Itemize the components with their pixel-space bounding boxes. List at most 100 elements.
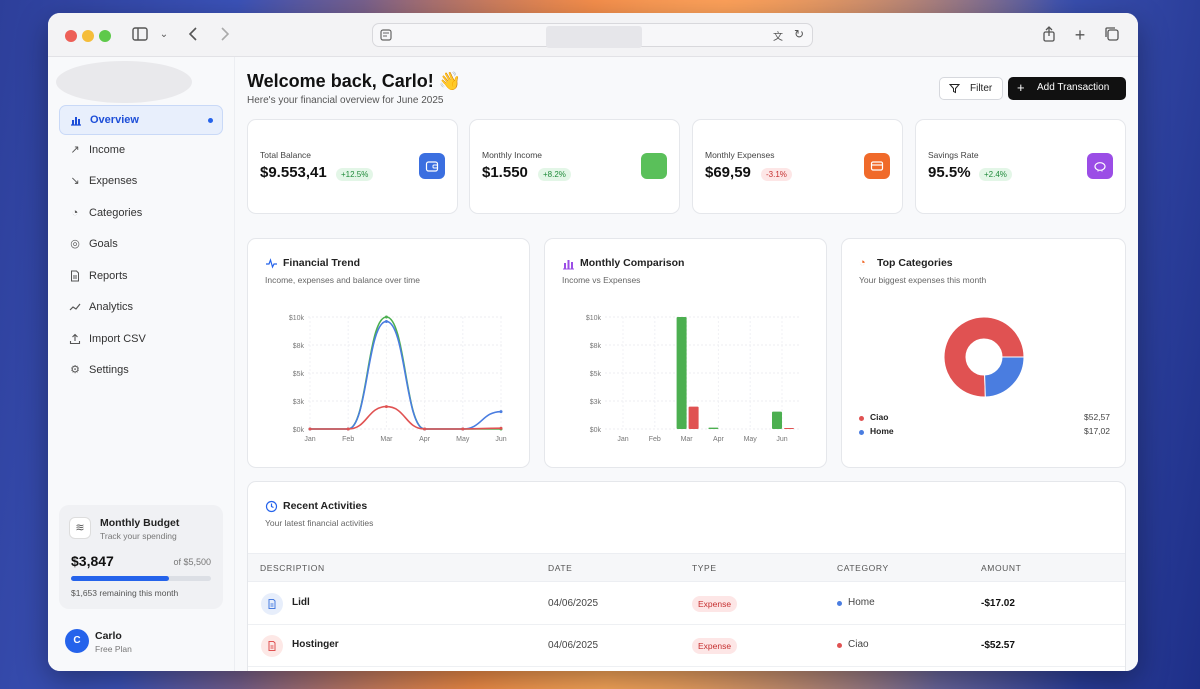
clock-icon — [265, 500, 278, 513]
y-tick-label: $3k — [293, 399, 305, 406]
row-type-badge: Expense — [692, 596, 738, 612]
sidebar-item-expenses[interactable]: ↘ Expenses — [59, 167, 223, 197]
x-tick-label: Jan — [304, 436, 315, 443]
forward-icon[interactable] — [214, 25, 234, 45]
chevron-down-icon[interactable]: ⌄ — [159, 29, 169, 40]
main-content: Welcome back, Carlo! 👋 Here's your finan… — [235, 57, 1138, 671]
data-point — [461, 427, 465, 431]
column-header-date[interactable]: DATE — [548, 563, 573, 573]
add-transaction-button[interactable]: + Add Transaction — [1008, 77, 1126, 100]
x-tick-label: Feb — [342, 436, 354, 443]
stat-value: $69,59 — [705, 164, 751, 181]
new-tab-icon[interactable]: + — [1074, 25, 1086, 45]
column-header-type[interactable]: TYPE — [692, 563, 717, 573]
x-tick-label: Jun — [495, 436, 506, 443]
sidebar-item-import-csv[interactable]: Import CSV — [59, 325, 223, 355]
sidebar-item-goals[interactable]: ◎ Goals — [59, 230, 223, 260]
sidebar-item-label: Goals — [89, 238, 118, 250]
x-tick-label: Mar — [380, 436, 393, 443]
x-tick-label: Apr — [419, 436, 431, 443]
stat-value: $9.553,41 — [260, 164, 327, 181]
tab-overview-icon[interactable] — [1102, 25, 1122, 45]
budget-title: Monthly Budget — [100, 517, 180, 529]
filter-label: Filter — [970, 83, 993, 94]
avatar: C — [65, 629, 89, 653]
sidebar-item-label: Categories — [89, 207, 143, 219]
document-icon — [69, 270, 81, 282]
reload-icon[interactable]: ↻ — [794, 27, 805, 41]
stat-label: Total Balance — [260, 150, 312, 160]
series-line-1 — [309, 320, 502, 430]
bar — [708, 427, 719, 429]
bar — [784, 428, 794, 429]
stat-value: 95.5% — [928, 164, 971, 181]
filter-icon — [948, 83, 961, 97]
panel-subtitle: Income vs Expenses — [562, 275, 641, 285]
page-menu-icon[interactable] — [379, 28, 393, 47]
row-category: Ciao — [848, 639, 869, 650]
pie-slice-home — [984, 356, 1025, 398]
sidebar-item-income[interactable]: ↗ Income — [59, 136, 223, 166]
stat-label: Monthly Income — [482, 150, 542, 160]
sidebar-item-overview[interactable]: Overview — [59, 105, 223, 135]
data-point — [384, 319, 388, 323]
budget-total: of $5,500 — [173, 557, 211, 567]
income-icon — [641, 153, 667, 179]
sidebar-toggle-icon[interactable] — [130, 25, 150, 45]
close-window-button[interactable] — [65, 30, 77, 42]
filter-button[interactable]: Filter — [939, 77, 1003, 100]
translate-icon[interactable]: 文 — [773, 32, 783, 43]
zoom-window-button[interactable] — [99, 30, 111, 42]
sidebar-item-label: Settings — [89, 364, 129, 376]
sidebar-item-categories[interactable]: ◔ Categories — [59, 199, 223, 229]
arrow-down-right-icon: ↘ — [70, 175, 80, 187]
sidebar-item-label: Expenses — [89, 175, 138, 187]
category-dot — [837, 643, 842, 648]
stat-change-badge: +8.2% — [538, 168, 571, 181]
x-tick-label: Jan — [617, 436, 628, 443]
panel-title: Monthly Comparison — [580, 257, 685, 269]
address-bar[interactable]: 文 ↻ — [372, 23, 813, 48]
sidebar-item-label: Overview — [90, 114, 139, 126]
legend-label: Ciao — [870, 412, 889, 422]
legend-item-home: Home $17,02 — [859, 426, 1110, 440]
table-row-partial[interactable] — [248, 667, 1125, 671]
sidebar-item-settings[interactable]: ⚙ Settings — [59, 356, 223, 386]
x-tick-label: May — [744, 436, 758, 443]
x-tick-label: Feb — [649, 436, 661, 443]
bar — [688, 406, 699, 429]
y-tick-label: $8k — [293, 343, 305, 350]
y-tick-label: $10k — [289, 315, 305, 322]
pie-slice-ciao — [943, 316, 1025, 398]
page-subtitle: Here's your financial overview for June … — [247, 95, 444, 106]
sidebar-item-analytics[interactable]: Analytics — [59, 293, 223, 323]
sidebar-item-reports[interactable]: Reports — [59, 262, 223, 292]
budget-amount: $3,847 — [71, 553, 114, 569]
top-categories-panel: ◔ Top Categories Your biggest expenses t… — [841, 238, 1126, 468]
monthly-comparison-panel: Monthly Comparison Income vs Expenses $0… — [544, 238, 827, 468]
column-header-amount[interactable]: AMOUNT — [981, 563, 1022, 573]
activity-icon — [265, 257, 278, 270]
table-row[interactable]: Hostinger 04/06/2025 Expense Ciao -$52.5… — [248, 625, 1125, 667]
row-description: Hostinger — [292, 639, 339, 650]
row-amount: -$52.57 — [981, 640, 1015, 651]
x-tick-label: May — [456, 436, 470, 443]
minimize-window-button[interactable] — [82, 30, 94, 42]
y-tick-label: $8k — [590, 343, 602, 350]
user-plan: Free Plan — [95, 644, 132, 654]
row-category: Home — [848, 597, 875, 608]
page-title: Welcome back, Carlo! 👋 — [247, 71, 462, 91]
share-icon[interactable] — [1039, 25, 1059, 45]
trend-icon — [69, 301, 81, 313]
panel-title: Top Categories — [877, 257, 953, 269]
data-point — [308, 427, 312, 431]
monthly-budget-card: ≋ Monthly Budget Track your spending $3,… — [59, 505, 223, 609]
column-header-description[interactable]: DESCRIPTION — [260, 563, 325, 573]
financial-trend-panel: Financial Trend Income, expenses and bal… — [247, 238, 530, 468]
data-point — [384, 315, 388, 319]
y-tick-label: $5k — [590, 371, 602, 378]
stat-card-monthly-income: Monthly Income $1.550 +8.2% — [469, 119, 680, 214]
column-header-category[interactable]: CATEGORY — [837, 563, 889, 573]
table-row[interactable]: Lidl 04/06/2025 Expense Home -$17.02 — [248, 583, 1125, 625]
back-icon[interactable] — [184, 25, 204, 45]
